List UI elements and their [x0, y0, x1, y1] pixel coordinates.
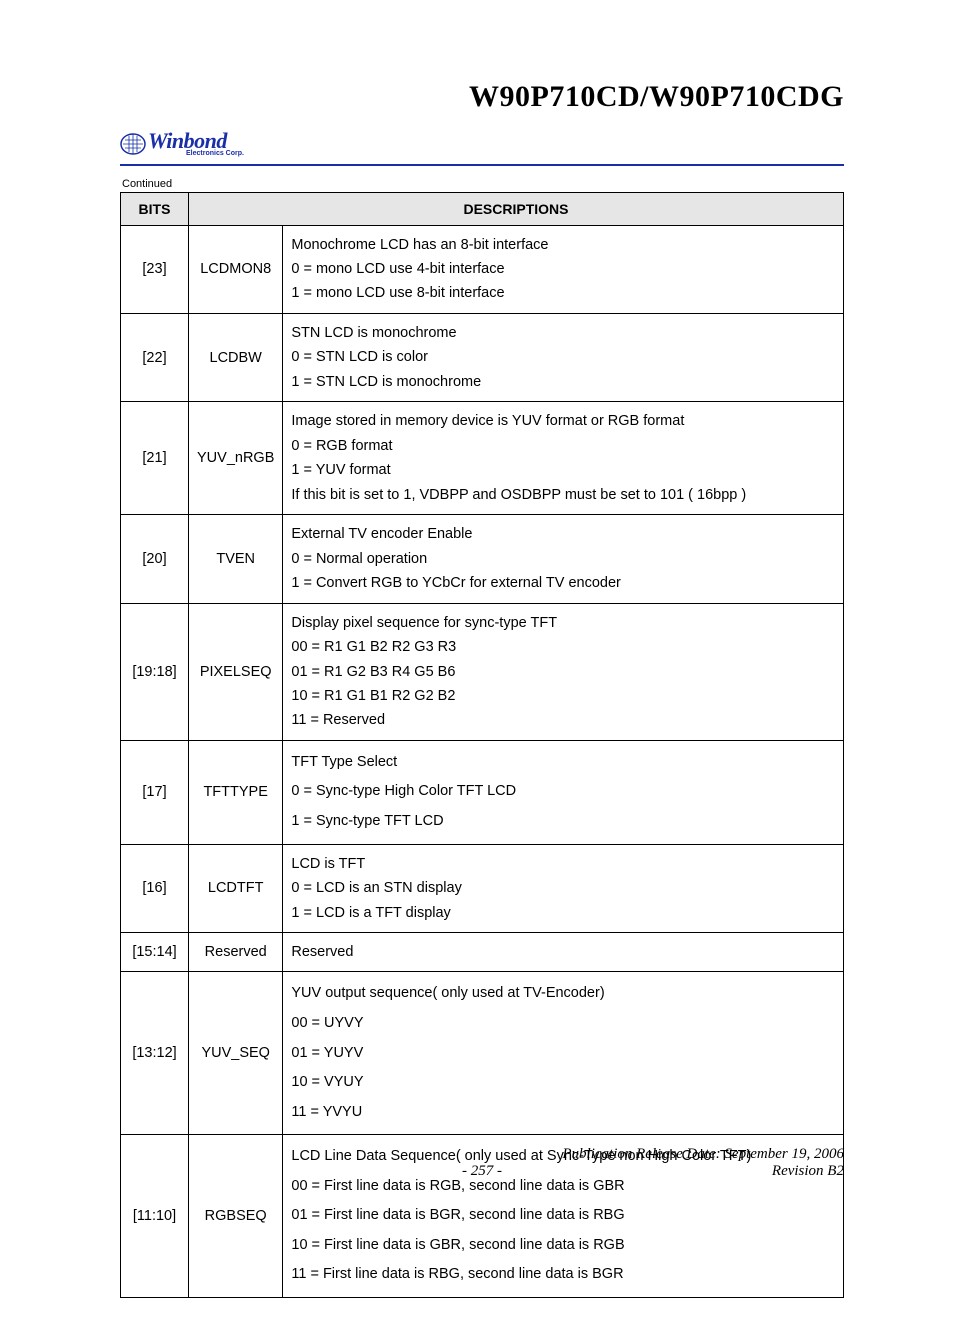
description-cell: External TV encoder Enable 0 = Normal ope…	[283, 515, 844, 603]
description-line: 01 = R1 G2 B3 R4 G5 B6	[291, 661, 835, 683]
description-line: Display pixel sequence for sync-type TFT	[291, 612, 835, 634]
description-cell: Display pixel sequence for sync-type TFT…	[283, 603, 844, 740]
field-name-cell: LCDBW	[189, 313, 283, 401]
field-name-cell: TVEN	[189, 515, 283, 603]
description-line: 1 = STN LCD is monochrome	[291, 371, 835, 393]
description-line: Monochrome LCD has an 8-bit interface	[291, 234, 835, 256]
footer-pub-date: Publication Release Date: September 19, …	[120, 1146, 844, 1163]
description-line: If this bit is set to 1, VDBPP and OSDBP…	[291, 484, 835, 506]
field-name-cell: Reserved	[189, 932, 283, 971]
footer-page-number: - 257 -	[361, 1163, 602, 1180]
document-title: W90P710CD/W90P710CDG	[120, 80, 844, 114]
table-row: [21]YUV_nRGB Image stored in memory devic…	[121, 402, 844, 515]
description-line: Reserved	[291, 941, 835, 963]
description-cell: Monochrome LCD has an 8-bit interface0 =…	[283, 225, 844, 313]
table-header-desc: DESCRIPTIONS	[189, 192, 844, 225]
description-cell: Image stored in memory device is YUV for…	[283, 402, 844, 515]
description-cell: TFT Type Select0 = Sync-type High Color …	[283, 740, 844, 844]
table-row: [22]LCDBWSTN LCD is monochrome0 = STN LC…	[121, 313, 844, 401]
description-line: External TV encoder Enable	[291, 523, 835, 545]
footer-revision: Revision B2	[603, 1163, 844, 1180]
description-line: 01 = First line data is BGR, second line…	[291, 1202, 835, 1230]
table-row: [23]LCDMON8Monochrome LCD has an 8-bit i…	[121, 225, 844, 313]
description-cell: Reserved	[283, 932, 844, 971]
description-line: 11 = Reserved	[291, 709, 835, 731]
bits-cell: [21]	[121, 402, 189, 515]
description-line: 1 = LCD is a TFT display	[291, 902, 835, 924]
description-cell: STN LCD is monochrome0 = STN LCD is colo…	[283, 313, 844, 401]
field-name-cell: YUV_SEQ	[189, 972, 283, 1135]
table-row: [13:12]YUV_SEQ YUV output sequence( only …	[121, 972, 844, 1135]
description-line: 00 = R1 G1 B2 R2 G3 R3	[291, 636, 835, 658]
bits-cell: [22]	[121, 313, 189, 401]
description-line: 1 = YUV format	[291, 459, 835, 481]
logo-text: Winbond	[148, 130, 244, 152]
description-line: 1 = Convert RGB to YCbCr for external TV…	[291, 572, 835, 594]
bits-cell: [15:14]	[121, 932, 189, 971]
logo: Winbond Electronics Corp.	[120, 130, 844, 160]
bits-cell: [23]	[121, 225, 189, 313]
description-line: 0 = STN LCD is color	[291, 346, 835, 368]
description-line: 10 = First line data is GBR, second line…	[291, 1232, 835, 1260]
description-line: 11 = First line data is RBG, second line…	[291, 1261, 835, 1289]
field-name-cell: TFTTYPE	[189, 740, 283, 844]
table-header-bits: BITS	[121, 192, 189, 225]
winbond-logo-icon	[120, 133, 146, 155]
description-line: 10 = VYUY	[291, 1069, 835, 1097]
description-line: 0 = Normal operation	[291, 548, 835, 570]
bits-cell: [17]	[121, 740, 189, 844]
field-name-cell: PIXELSEQ	[189, 603, 283, 740]
description-line: 0 = Sync-type High Color TFT LCD	[291, 778, 835, 806]
continued-label: Continued	[122, 178, 844, 190]
logo-subtext: Electronics Corp.	[186, 150, 244, 157]
description-cell: LCD is TFT0 = LCD is an STN display 1 = L…	[283, 844, 844, 932]
bits-cell: [16]	[121, 844, 189, 932]
description-cell: YUV output sequence( only used at TV-Enc…	[283, 972, 844, 1135]
field-name-cell: LCDTFT	[189, 844, 283, 932]
description-line: 11 = YVYU	[291, 1099, 835, 1127]
description-line: 0 = mono LCD use 4-bit interface	[291, 258, 835, 280]
description-line: 0 = LCD is an STN display	[291, 877, 835, 899]
table-row: [19:18]PIXELSEQDisplay pixel sequence fo…	[121, 603, 844, 740]
description-line: 01 = YUYV	[291, 1040, 835, 1068]
header-rule	[120, 164, 844, 166]
bits-cell: [20]	[121, 515, 189, 603]
description-line: 10 = R1 G1 B1 R2 G2 B2	[291, 685, 835, 707]
table-row: [20]TVEN External TV encoder Enable 0 = No…	[121, 515, 844, 603]
table-row: [17]TFTTYPETFT Type Select0 = Sync-type …	[121, 740, 844, 844]
bits-cell: [19:18]	[121, 603, 189, 740]
table-row: [15:14]ReservedReserved	[121, 932, 844, 971]
description-line: 1 = mono LCD use 8-bit interface	[291, 282, 835, 304]
description-line: 0 = RGB format	[291, 435, 835, 457]
description-line: LCD is TFT	[291, 853, 835, 875]
register-table: BITS DESCRIPTIONS [23]LCDMON8Monochrome …	[120, 192, 844, 1298]
description-line: TFT Type Select	[291, 749, 835, 777]
table-row: [16]LCDTFTLCD is TFT0 = LCD is an STN di…	[121, 844, 844, 932]
description-line: Image stored in memory device is YUV for…	[291, 410, 835, 432]
bits-cell: [13:12]	[121, 972, 189, 1135]
description-line: STN LCD is monochrome	[291, 322, 835, 344]
description-line: YUV output sequence( only used at TV-Enc…	[291, 980, 835, 1008]
field-name-cell: LCDMON8	[189, 225, 283, 313]
description-line: 00 = UYVY	[291, 1010, 835, 1038]
page-footer: Publication Release Date: September 19, …	[120, 1146, 844, 1180]
description-line: 1 = Sync-type TFT LCD	[291, 808, 835, 836]
field-name-cell: YUV_nRGB	[189, 402, 283, 515]
